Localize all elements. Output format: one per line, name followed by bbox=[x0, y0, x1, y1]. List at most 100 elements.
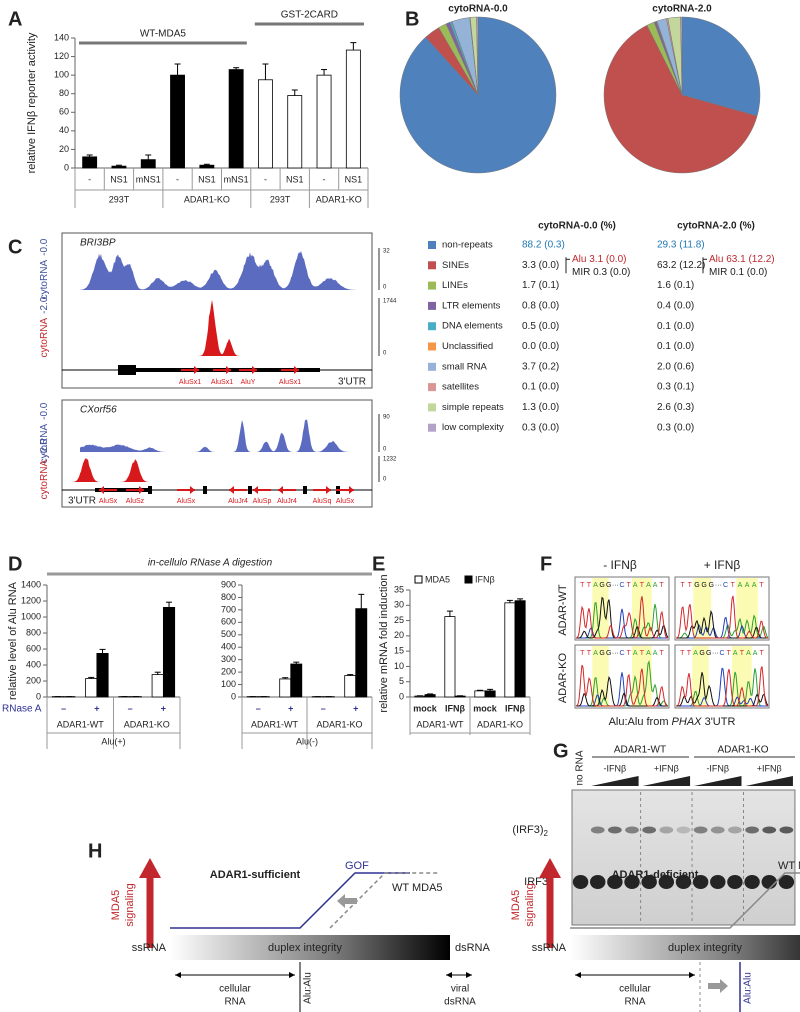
base-letter: T bbox=[660, 582, 665, 589]
duplex-gradient bbox=[570, 935, 800, 960]
bar bbox=[514, 600, 526, 698]
band-monomer bbox=[607, 875, 623, 889]
base-letter: A bbox=[745, 582, 750, 589]
bar bbox=[474, 690, 486, 698]
band-label-text: (IRF3) bbox=[512, 824, 543, 836]
table-cell: 0.3 (0.0) bbox=[657, 422, 694, 433]
bar bbox=[228, 69, 244, 169]
track-label-name: cytoRNA bbox=[39, 260, 50, 300]
exon bbox=[148, 486, 152, 494]
table-cell: 0.3 (0.0) bbox=[522, 422, 559, 433]
condition-label: +IFNβ bbox=[654, 763, 679, 773]
coverage-blue bbox=[80, 419, 365, 452]
band-monomer bbox=[675, 875, 692, 889]
y-tick-label: 1000 bbox=[21, 611, 41, 621]
base-letter: G bbox=[606, 650, 611, 657]
group-label: ADAR1-KO bbox=[316, 194, 362, 204]
legend-swatch bbox=[428, 342, 436, 351]
alu-arrow bbox=[253, 486, 258, 494]
track-label: cytoRNA -0.0 bbox=[39, 238, 50, 299]
signal-arrowhead bbox=[539, 858, 561, 878]
group-label: ADAR1-WT bbox=[57, 719, 105, 729]
chart-title: cytoRNA-2.0 bbox=[652, 4, 712, 15]
base-letter: A bbox=[646, 582, 651, 589]
y-tick-label: 0 bbox=[64, 162, 69, 172]
bar bbox=[344, 675, 357, 698]
table-subcell: MIR 0.1 (0.0) bbox=[709, 267, 767, 278]
coverage-red bbox=[70, 299, 365, 356]
band-dimer bbox=[608, 826, 622, 834]
legend-swatch bbox=[428, 322, 436, 331]
exon bbox=[303, 486, 307, 494]
category-label: + bbox=[288, 703, 293, 713]
track-label: cytoRNA -0.0 bbox=[39, 402, 50, 463]
alu-label: AluSq bbox=[313, 498, 332, 505]
alu-arrow bbox=[194, 366, 199, 374]
category-axis-label: RNase A bbox=[2, 704, 42, 715]
signal-arrowhead bbox=[139, 858, 161, 878]
wt-curve bbox=[570, 872, 800, 929]
caption-part: Alu:Alu from bbox=[609, 716, 672, 728]
table-cell: 0.1 (0.0) bbox=[657, 341, 694, 352]
band-dimer bbox=[710, 826, 725, 834]
y-tick-label: 1400 bbox=[21, 579, 41, 589]
cell-label: ADAR-WT bbox=[557, 584, 569, 636]
y-tick-label: 1200 bbox=[21, 595, 41, 605]
axis-label: ssRNA bbox=[132, 942, 167, 954]
table-cell: 0.0 (0.0) bbox=[522, 341, 559, 352]
base-letter: T bbox=[759, 582, 764, 589]
y-tick-label: 900 bbox=[221, 579, 236, 589]
y-tick-label: 200 bbox=[221, 666, 236, 676]
condition-label: + IFNβ bbox=[704, 558, 741, 572]
arrowhead bbox=[446, 972, 472, 978]
y-tick-label: 700 bbox=[221, 604, 236, 614]
panel-label: H bbox=[88, 840, 102, 862]
group-label: ADAR1-KO bbox=[316, 719, 362, 729]
alu-arrow bbox=[252, 366, 257, 374]
track-label-name: cytoRNA bbox=[39, 460, 50, 500]
category-label: NS1 bbox=[198, 174, 216, 184]
bar bbox=[484, 690, 496, 698]
band-monomer bbox=[744, 875, 760, 889]
bar bbox=[96, 653, 109, 698]
table-cell: 1.3 (0.0) bbox=[522, 402, 559, 413]
base-letter: T bbox=[660, 650, 665, 657]
base-letter: ··· bbox=[612, 650, 619, 657]
track-label: cytoRNA -2.0 bbox=[39, 438, 50, 499]
base-letter: A bbox=[653, 650, 658, 657]
base-letter: T bbox=[680, 582, 685, 589]
row-label: DNA elements bbox=[442, 321, 503, 332]
band-dimer bbox=[659, 826, 674, 834]
base-letter: A bbox=[733, 650, 738, 657]
alu-label: AluSx1 bbox=[179, 379, 201, 386]
condition-label: -IFNβ bbox=[604, 763, 627, 773]
gene-name: BRI3BP bbox=[80, 238, 116, 249]
chart-subtitle: Alu(-) bbox=[296, 736, 318, 746]
legend-swatch bbox=[428, 261, 436, 270]
base-letter: A bbox=[653, 582, 658, 589]
y-tick-label: 400 bbox=[26, 659, 41, 669]
scale-label: 32 bbox=[383, 249, 390, 255]
row-label: LINEs bbox=[442, 280, 468, 291]
base-letter: T bbox=[640, 650, 645, 657]
bar bbox=[170, 74, 185, 169]
base-letter: A bbox=[752, 582, 757, 589]
wt-label: WT MDA5 bbox=[778, 860, 800, 872]
bar bbox=[345, 49, 361, 169]
range-label: RNA bbox=[224, 997, 245, 1008]
base-letter: T bbox=[580, 582, 585, 589]
scale-label: 0 bbox=[383, 351, 387, 357]
scale-label: 90 bbox=[383, 415, 390, 421]
y-tick-label: 25 bbox=[394, 615, 404, 625]
range-label: RNA bbox=[624, 997, 645, 1008]
base-letter: T bbox=[680, 650, 685, 657]
table-subcell: Alu 63.1 (12.2) bbox=[709, 254, 775, 265]
table-cell: 0.1 (0.0) bbox=[522, 382, 559, 393]
panel-label: B bbox=[405, 8, 419, 30]
y-tick-label: 5 bbox=[399, 676, 404, 686]
bar bbox=[151, 674, 164, 698]
highlight bbox=[592, 646, 609, 707]
y-tick-label: 600 bbox=[221, 617, 236, 627]
scale-label: 0 bbox=[383, 447, 387, 453]
row-label: LTR elements bbox=[442, 300, 501, 311]
